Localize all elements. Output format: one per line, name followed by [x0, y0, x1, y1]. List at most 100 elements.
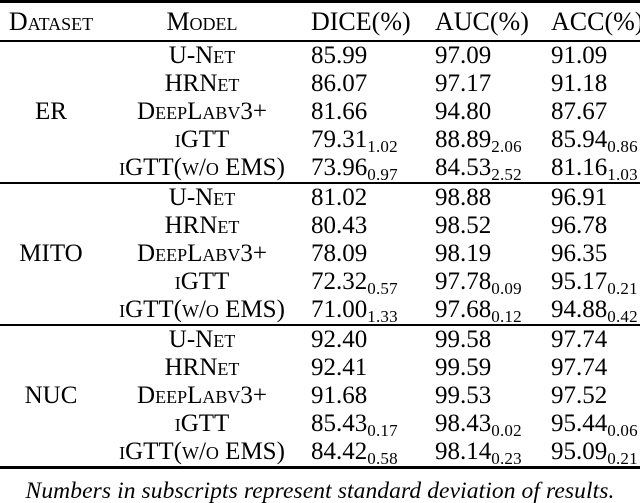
std-dev: 0.09	[491, 278, 522, 298]
table-row: iGTT 79.311.02 88.892.06 85.940.86	[0, 126, 640, 156]
acc-cell: 87.67	[551, 98, 608, 125]
acc-cell: 85.940.86	[551, 126, 638, 156]
std-dev: 0.58	[367, 448, 398, 468]
acc-cell: 95.440.06	[551, 410, 638, 440]
acc-cell: 81.161.03	[551, 154, 638, 184]
acc-cell: 95.090.21	[551, 438, 638, 468]
dice-cell: 81.02	[311, 184, 368, 211]
acc-cell: 97.74	[551, 326, 608, 353]
auc-cell: 98.88	[435, 184, 492, 211]
col-header-dataset: Dataset	[8, 6, 94, 36]
model-cell: iGTT(w/o EMS)	[119, 296, 285, 323]
dice-cell: 79.311.02	[311, 126, 398, 156]
dataset-cell: ER	[35, 98, 67, 125]
col-header-acc: ACC(%)	[551, 6, 640, 36]
acc-cell: 97.74	[551, 354, 608, 381]
auc-cell: 94.80	[435, 98, 492, 125]
dice-cell: 80.43	[311, 212, 368, 239]
table-row: HRNet 86.07 97.17 91.18	[0, 70, 640, 98]
model-cell: U-Net	[168, 184, 236, 211]
table-row: iGTT(w/o EMS) 84.420.58 98.140.23 95.090…	[0, 438, 640, 468]
auc-cell: 97.680.12	[435, 296, 522, 326]
table-row: iGTT 72.320.57 97.780.09 95.170.21	[0, 268, 640, 298]
auc-cell: 98.140.23	[435, 438, 522, 468]
acc-cell: 96.78	[551, 212, 608, 239]
model-cell: iGTT(w/o EMS)	[119, 154, 285, 181]
table-row: DeepLabv3+ 81.66 94.80 87.67	[0, 98, 640, 126]
dice-cell: 72.320.57	[311, 268, 398, 298]
model-cell: iGTT(w/o EMS)	[119, 438, 285, 465]
dice-cell: 85.99	[311, 42, 368, 69]
table-row: HRNet 80.43 98.52 96.78	[0, 212, 640, 240]
model-cell: iGTT	[174, 126, 230, 153]
std-dev: 1.03	[607, 164, 638, 184]
table-row: MITO U-Net 81.02 98.88 96.91	[0, 183, 640, 267]
dataset-cell: MITO	[19, 240, 83, 267]
table-row: HRNet 92.41 99.59 97.74	[0, 354, 640, 382]
model-cell: U-Net	[168, 42, 236, 69]
table-row: iGTT(w/o EMS) 73.960.97 84.532.52 81.161…	[0, 154, 640, 183]
table-header-row: Dataset Model DICE(%) AUC(%) ACC(%)	[0, 2, 640, 41]
table-row: NUC U-Net 92.40 99.58 97.74	[0, 325, 640, 409]
table-row: iGTT 85.430.17 98.430.02 95.440.06	[0, 410, 640, 440]
col-header-model: Model	[166, 6, 238, 36]
dice-cell: 91.68	[311, 382, 368, 409]
auc-cell: 84.532.52	[435, 154, 522, 184]
acc-cell: 95.170.21	[551, 268, 638, 298]
table-caption: Numbers in subscripts represent standard…	[25, 478, 615, 503]
auc-cell: 88.892.06	[435, 126, 522, 156]
auc-cell: 99.53	[435, 382, 492, 409]
model-cell: HRNet	[164, 70, 240, 97]
auc-cell: 97.17	[435, 70, 492, 97]
std-dev: 2.52	[491, 164, 522, 184]
col-header-dice: DICE(%)	[311, 6, 411, 36]
table-row: DeepLabv3+ 91.68 99.53 97.52	[0, 382, 640, 410]
auc-cell: 99.58	[435, 326, 492, 353]
dataset-group-er: ER U-Net 85.99 97.09 91.09 HRNet 86.07 9…	[0, 41, 640, 183]
std-dev: 0.21	[607, 278, 638, 298]
model-cell: HRNet	[164, 212, 240, 239]
std-dev: 0.23	[491, 448, 522, 468]
std-dev: 1.02	[367, 136, 398, 156]
std-dev: 0.02	[491, 420, 522, 440]
auc-cell: 99.59	[435, 354, 492, 381]
std-dev: 0.57	[367, 278, 398, 298]
auc-cell: 97.09	[435, 42, 492, 69]
acc-cell: 91.09	[551, 42, 608, 69]
dice-cell: 78.09	[311, 240, 368, 267]
auc-cell: 98.52	[435, 212, 492, 239]
std-dev: 0.21	[607, 448, 638, 468]
std-dev: 0.97	[367, 164, 398, 184]
dice-cell: 86.07	[311, 70, 368, 97]
model-cell: U-Net	[168, 326, 236, 353]
dice-cell: 92.40	[311, 326, 368, 353]
dice-cell: 92.41	[311, 354, 368, 381]
model-cell: HRNet	[164, 354, 240, 381]
model-cell: DeepLabv3+	[137, 98, 267, 125]
model-cell: iGTT	[174, 410, 230, 437]
dataset-cell: NUC	[24, 382, 78, 409]
auc-cell: 97.780.09	[435, 268, 522, 298]
col-header-auc: AUC(%)	[435, 6, 529, 36]
std-dev: 2.06	[491, 136, 522, 156]
std-dev: 1.33	[367, 306, 398, 326]
std-dev: 0.42	[607, 306, 638, 326]
model-cell: DeepLabv3+	[137, 240, 267, 267]
dataset-group-nuc: NUC U-Net 92.40 99.58 97.74 HRNet 92.41 …	[0, 325, 640, 468]
table-row: iGTT(w/o EMS) 71.001.33 97.680.12 94.880…	[0, 296, 640, 325]
dice-cell: 81.66	[311, 98, 368, 125]
dice-cell: 73.960.97	[311, 154, 398, 184]
acc-cell: 94.880.42	[551, 296, 638, 326]
acc-cell: 97.52	[551, 382, 608, 409]
std-dev: 0.12	[491, 306, 522, 326]
table-row: DeepLabv3+ 78.09 98.19 96.35	[0, 240, 640, 268]
auc-cell: 98.19	[435, 240, 492, 267]
std-dev: 0.17	[367, 420, 398, 440]
acc-cell: 96.91	[551, 184, 608, 211]
dice-cell: 85.430.17	[311, 410, 398, 440]
dice-cell: 84.420.58	[311, 438, 398, 468]
auc-cell: 98.430.02	[435, 410, 522, 440]
acc-cell: 96.35	[551, 240, 608, 267]
model-cell: DeepLabv3+	[137, 382, 267, 409]
